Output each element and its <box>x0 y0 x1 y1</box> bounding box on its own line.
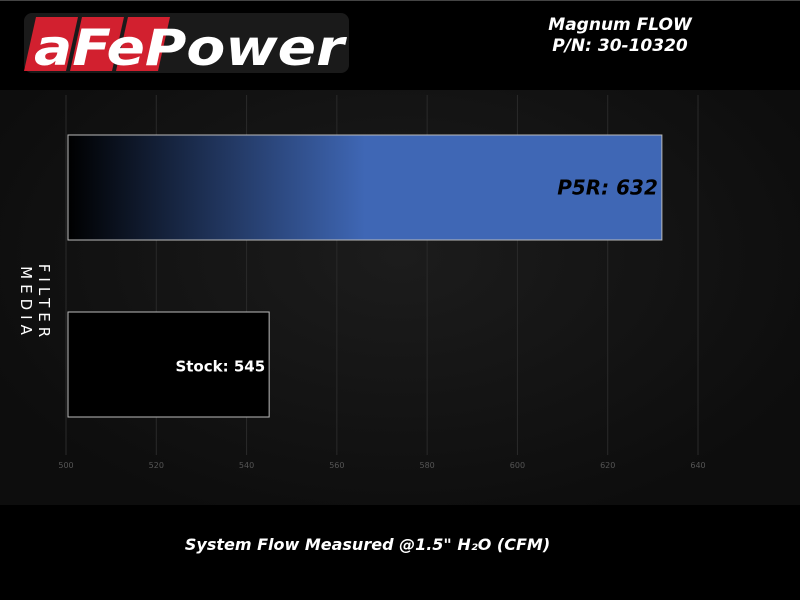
bar-p5r <box>67 134 663 241</box>
chart-title: Magnum FLOW <box>548 15 692 35</box>
part-number: P/N: 30-10320 <box>552 36 688 56</box>
afe-power-logo: aFePower <box>24 13 349 75</box>
footer <box>0 505 800 600</box>
x-tick-label: 600 <box>510 461 525 470</box>
y-axis-label: FILTER MEDIA <box>17 263 53 343</box>
x-axis-label: System Flow Measured @1.5" H₂O (CFM) <box>184 535 551 554</box>
svg-text:aFePower: aFePower <box>34 19 348 75</box>
data-label: P5R: 632 <box>557 176 658 200</box>
x-tick-label: 500 <box>58 461 73 470</box>
header: aFePower Magnum FLOW P/N: 30-10320 <box>0 0 800 90</box>
x-tick-label: 580 <box>420 461 435 470</box>
x-tick-label: 560 <box>329 461 344 470</box>
x-tick-label: 540 <box>239 461 254 470</box>
bar-stock <box>67 311 270 418</box>
data-label: Stock: 545 <box>175 358 265 376</box>
x-tick-label: 520 <box>149 461 164 470</box>
x-tick-label: 640 <box>690 461 705 470</box>
x-tick-label: 620 <box>600 461 615 470</box>
